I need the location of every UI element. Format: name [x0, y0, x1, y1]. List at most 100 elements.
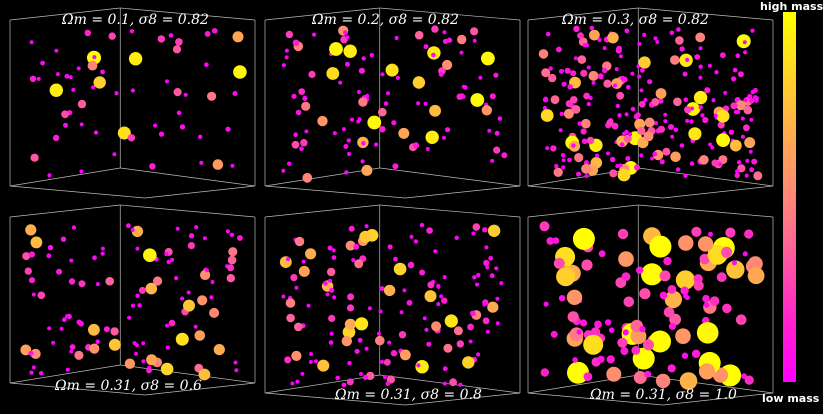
halo-point [744, 375, 754, 385]
halo-point [338, 80, 343, 85]
halo-point [487, 301, 499, 313]
halo-point [379, 359, 385, 364]
halo-point [130, 88, 135, 93]
halo-point [550, 95, 560, 104]
halo-point [68, 75, 73, 80]
halo-point [429, 104, 441, 117]
halo-point [586, 136, 595, 145]
halo-point [675, 328, 691, 345]
halo-point [664, 290, 682, 309]
halo-point [617, 113, 622, 118]
halo-point [146, 354, 158, 366]
halo-point [186, 290, 191, 295]
halo-point [655, 373, 671, 389]
box-edge [527, 204, 639, 218]
halo-point [68, 278, 76, 285]
halo-point [623, 134, 632, 143]
halo-point [487, 224, 501, 237]
halo-point [31, 292, 36, 297]
halo-point [205, 268, 209, 273]
halo-point [698, 64, 703, 69]
halo-point [302, 172, 313, 183]
halo-point [347, 360, 352, 366]
halo-point [301, 259, 306, 264]
halo-point [175, 38, 183, 46]
halo-point [423, 44, 429, 50]
halo-point [561, 81, 567, 87]
halo-point [341, 382, 347, 388]
halo-point [488, 255, 494, 261]
halo-point [299, 146, 304, 151]
halo-point [442, 30, 447, 35]
halo-point [580, 128, 587, 135]
halo-point [721, 246, 733, 258]
halo-point [412, 76, 426, 89]
halo-point [723, 90, 728, 95]
halo-point [550, 145, 557, 152]
halo-point [501, 152, 508, 159]
halo-point [360, 159, 365, 164]
halo-point [362, 374, 368, 380]
halo-point [667, 285, 677, 294]
halo-point [570, 70, 577, 77]
box-edge [379, 204, 521, 218]
halo-point [608, 327, 615, 334]
halo-point [553, 257, 565, 269]
halo-point [655, 40, 660, 44]
halo-point [359, 372, 363, 376]
halo-point [424, 290, 437, 303]
panel-title-5: Ωm = 0.31, σ8 = 0.8 [335, 387, 482, 403]
halo-point [376, 331, 381, 336]
halo-point [168, 33, 174, 38]
halo-point [754, 98, 759, 103]
halo-point [653, 36, 658, 41]
halo-point [693, 280, 704, 291]
halo-point [323, 280, 328, 286]
halo-point [427, 281, 435, 289]
halo-point [478, 75, 483, 80]
halo-point [624, 112, 629, 117]
halo-point [714, 70, 719, 75]
halo-point [688, 127, 702, 141]
halo-point [379, 126, 386, 133]
halo-point [743, 105, 753, 115]
halo-point [471, 231, 476, 236]
halo-point [670, 55, 680, 65]
halo-point [210, 280, 215, 284]
halo-point [499, 281, 504, 286]
halo-point [317, 115, 328, 127]
halo-point [127, 134, 136, 142]
halo-point [439, 294, 444, 299]
halo-point [175, 332, 189, 346]
halo-point [436, 283, 441, 288]
halo-point [631, 346, 641, 355]
halo-point [670, 134, 675, 139]
halo-point [87, 60, 98, 71]
halo-point [571, 105, 581, 114]
halo-point [285, 298, 296, 308]
halo-point [560, 68, 564, 73]
halo-point [29, 40, 34, 45]
halo-point [354, 259, 364, 269]
halo-point [606, 151, 610, 156]
box-edge [405, 185, 521, 199]
halo-point [472, 223, 481, 231]
halo-point [707, 63, 712, 68]
halo-point [669, 30, 675, 36]
halo-point [615, 163, 620, 169]
halo-point [227, 264, 235, 272]
halo-point [56, 268, 63, 275]
halo-point [616, 45, 622, 52]
halo-point [62, 317, 67, 323]
halo-point [137, 303, 142, 308]
halo-point [419, 269, 426, 276]
halo-point [202, 236, 207, 241]
halo-point [153, 123, 158, 128]
halo-point [571, 143, 576, 148]
halo-point [583, 92, 590, 100]
halo-point [153, 276, 163, 286]
halo-point [71, 87, 76, 92]
halo-point [602, 67, 608, 74]
halo-point [668, 322, 677, 330]
